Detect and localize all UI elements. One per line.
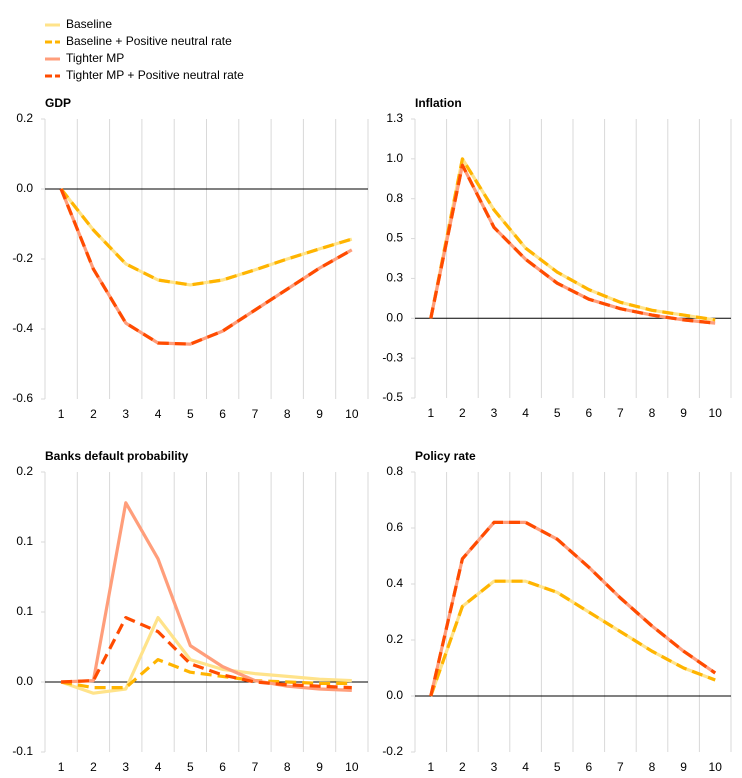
x-tick-label: 9 xyxy=(680,760,687,774)
x-tick-label: 1 xyxy=(58,760,65,774)
x-tick-label: 10 xyxy=(345,407,359,421)
y-tick-label: -0.2 xyxy=(382,744,403,758)
x-tick-label: 7 xyxy=(252,407,259,421)
x-tick-label: 7 xyxy=(617,760,624,774)
x-tick-label: 4 xyxy=(155,407,162,421)
series-line xyxy=(429,163,716,325)
y-tick-label: 0.2 xyxy=(16,464,33,478)
series-line xyxy=(59,188,353,287)
x-tick-label: 5 xyxy=(187,407,194,421)
y-tick-label: 0.3 xyxy=(386,271,403,285)
legend-label: Baseline + Positive neutral rate xyxy=(66,34,232,48)
y-tick-label: 0.8 xyxy=(386,464,403,478)
x-tick-label: 8 xyxy=(649,760,656,774)
x-tick-label: 2 xyxy=(90,407,97,421)
x-tick-label: 1 xyxy=(58,407,65,421)
y-tick-label: 0.4 xyxy=(386,576,403,590)
legend-label: Tighter MP xyxy=(66,51,124,65)
y-tick-label: 0.2 xyxy=(16,111,33,125)
x-tick-label: 1 xyxy=(427,760,434,774)
x-tick-label: 9 xyxy=(316,407,323,421)
y-tick-label: 0.0 xyxy=(16,674,33,688)
legend-label: Tighter MP + Positive neutral rate xyxy=(66,68,244,82)
x-tick-label: 3 xyxy=(491,406,498,420)
x-tick-label: 6 xyxy=(219,760,226,774)
y-tick-label: -0.4 xyxy=(12,321,33,335)
x-tick-label: 3 xyxy=(491,760,498,774)
x-tick-label: 4 xyxy=(522,406,529,420)
y-tick-label: 0.2 xyxy=(386,632,403,646)
x-tick-label: 7 xyxy=(252,760,259,774)
panel-title: Inflation xyxy=(415,96,462,110)
x-tick-label: 5 xyxy=(187,760,194,774)
y-tick-label: 0.1 xyxy=(16,534,33,548)
panel-title: Banks default probability xyxy=(45,449,189,463)
x-tick-label: 4 xyxy=(155,760,162,774)
y-tick-label: 0.5 xyxy=(386,231,403,245)
y-tick-label: -0.3 xyxy=(382,350,403,364)
y-tick-label: -0.5 xyxy=(382,390,403,404)
x-tick-label: 8 xyxy=(649,406,656,420)
y-tick-label: 0.0 xyxy=(386,688,403,702)
x-tick-label: 8 xyxy=(284,407,291,421)
panel-title: Policy rate xyxy=(415,449,476,463)
x-tick-label: 6 xyxy=(219,407,226,421)
y-tick-label: 0.0 xyxy=(16,181,33,195)
y-tick-label: 0.8 xyxy=(386,191,403,205)
series-line xyxy=(429,520,717,697)
x-tick-label: 5 xyxy=(554,406,561,420)
x-tick-label: 5 xyxy=(554,760,561,774)
x-tick-label: 9 xyxy=(316,760,323,774)
series-line xyxy=(61,615,352,690)
x-tick-label: 9 xyxy=(680,406,687,420)
x-tick-label: 10 xyxy=(709,406,723,420)
x-tick-label: 10 xyxy=(709,760,723,774)
x-tick-label: 2 xyxy=(459,760,466,774)
series-line xyxy=(59,188,353,346)
series-line xyxy=(60,657,352,690)
y-tick-label: 1.0 xyxy=(386,151,403,165)
series-line xyxy=(429,579,716,697)
x-tick-label: 8 xyxy=(284,760,291,774)
series-line xyxy=(429,157,716,322)
x-tick-label: 4 xyxy=(522,760,529,774)
x-tick-label: 6 xyxy=(585,406,592,420)
legend-label: Baseline xyxy=(66,17,112,31)
x-tick-label: 10 xyxy=(345,760,359,774)
x-tick-label: 3 xyxy=(122,407,129,421)
x-tick-label: 2 xyxy=(459,406,466,420)
series-line xyxy=(60,615,352,695)
y-tick-label: -0.1 xyxy=(12,744,33,758)
y-tick-label: -0.6 xyxy=(12,391,33,405)
x-tick-label: 7 xyxy=(617,406,624,420)
y-tick-label: 1.3 xyxy=(386,111,403,125)
y-tick-label: 0.1 xyxy=(16,604,33,618)
y-tick-label: -0.2 xyxy=(12,251,33,265)
y-tick-label: 0.6 xyxy=(386,520,403,534)
panel-title: GDP xyxy=(45,96,71,110)
x-tick-label: 3 xyxy=(122,760,129,774)
x-tick-label: 6 xyxy=(585,760,592,774)
y-tick-label: 0.0 xyxy=(386,310,403,324)
series-line xyxy=(61,501,352,692)
x-tick-label: 1 xyxy=(427,406,434,420)
x-tick-label: 2 xyxy=(90,760,97,774)
